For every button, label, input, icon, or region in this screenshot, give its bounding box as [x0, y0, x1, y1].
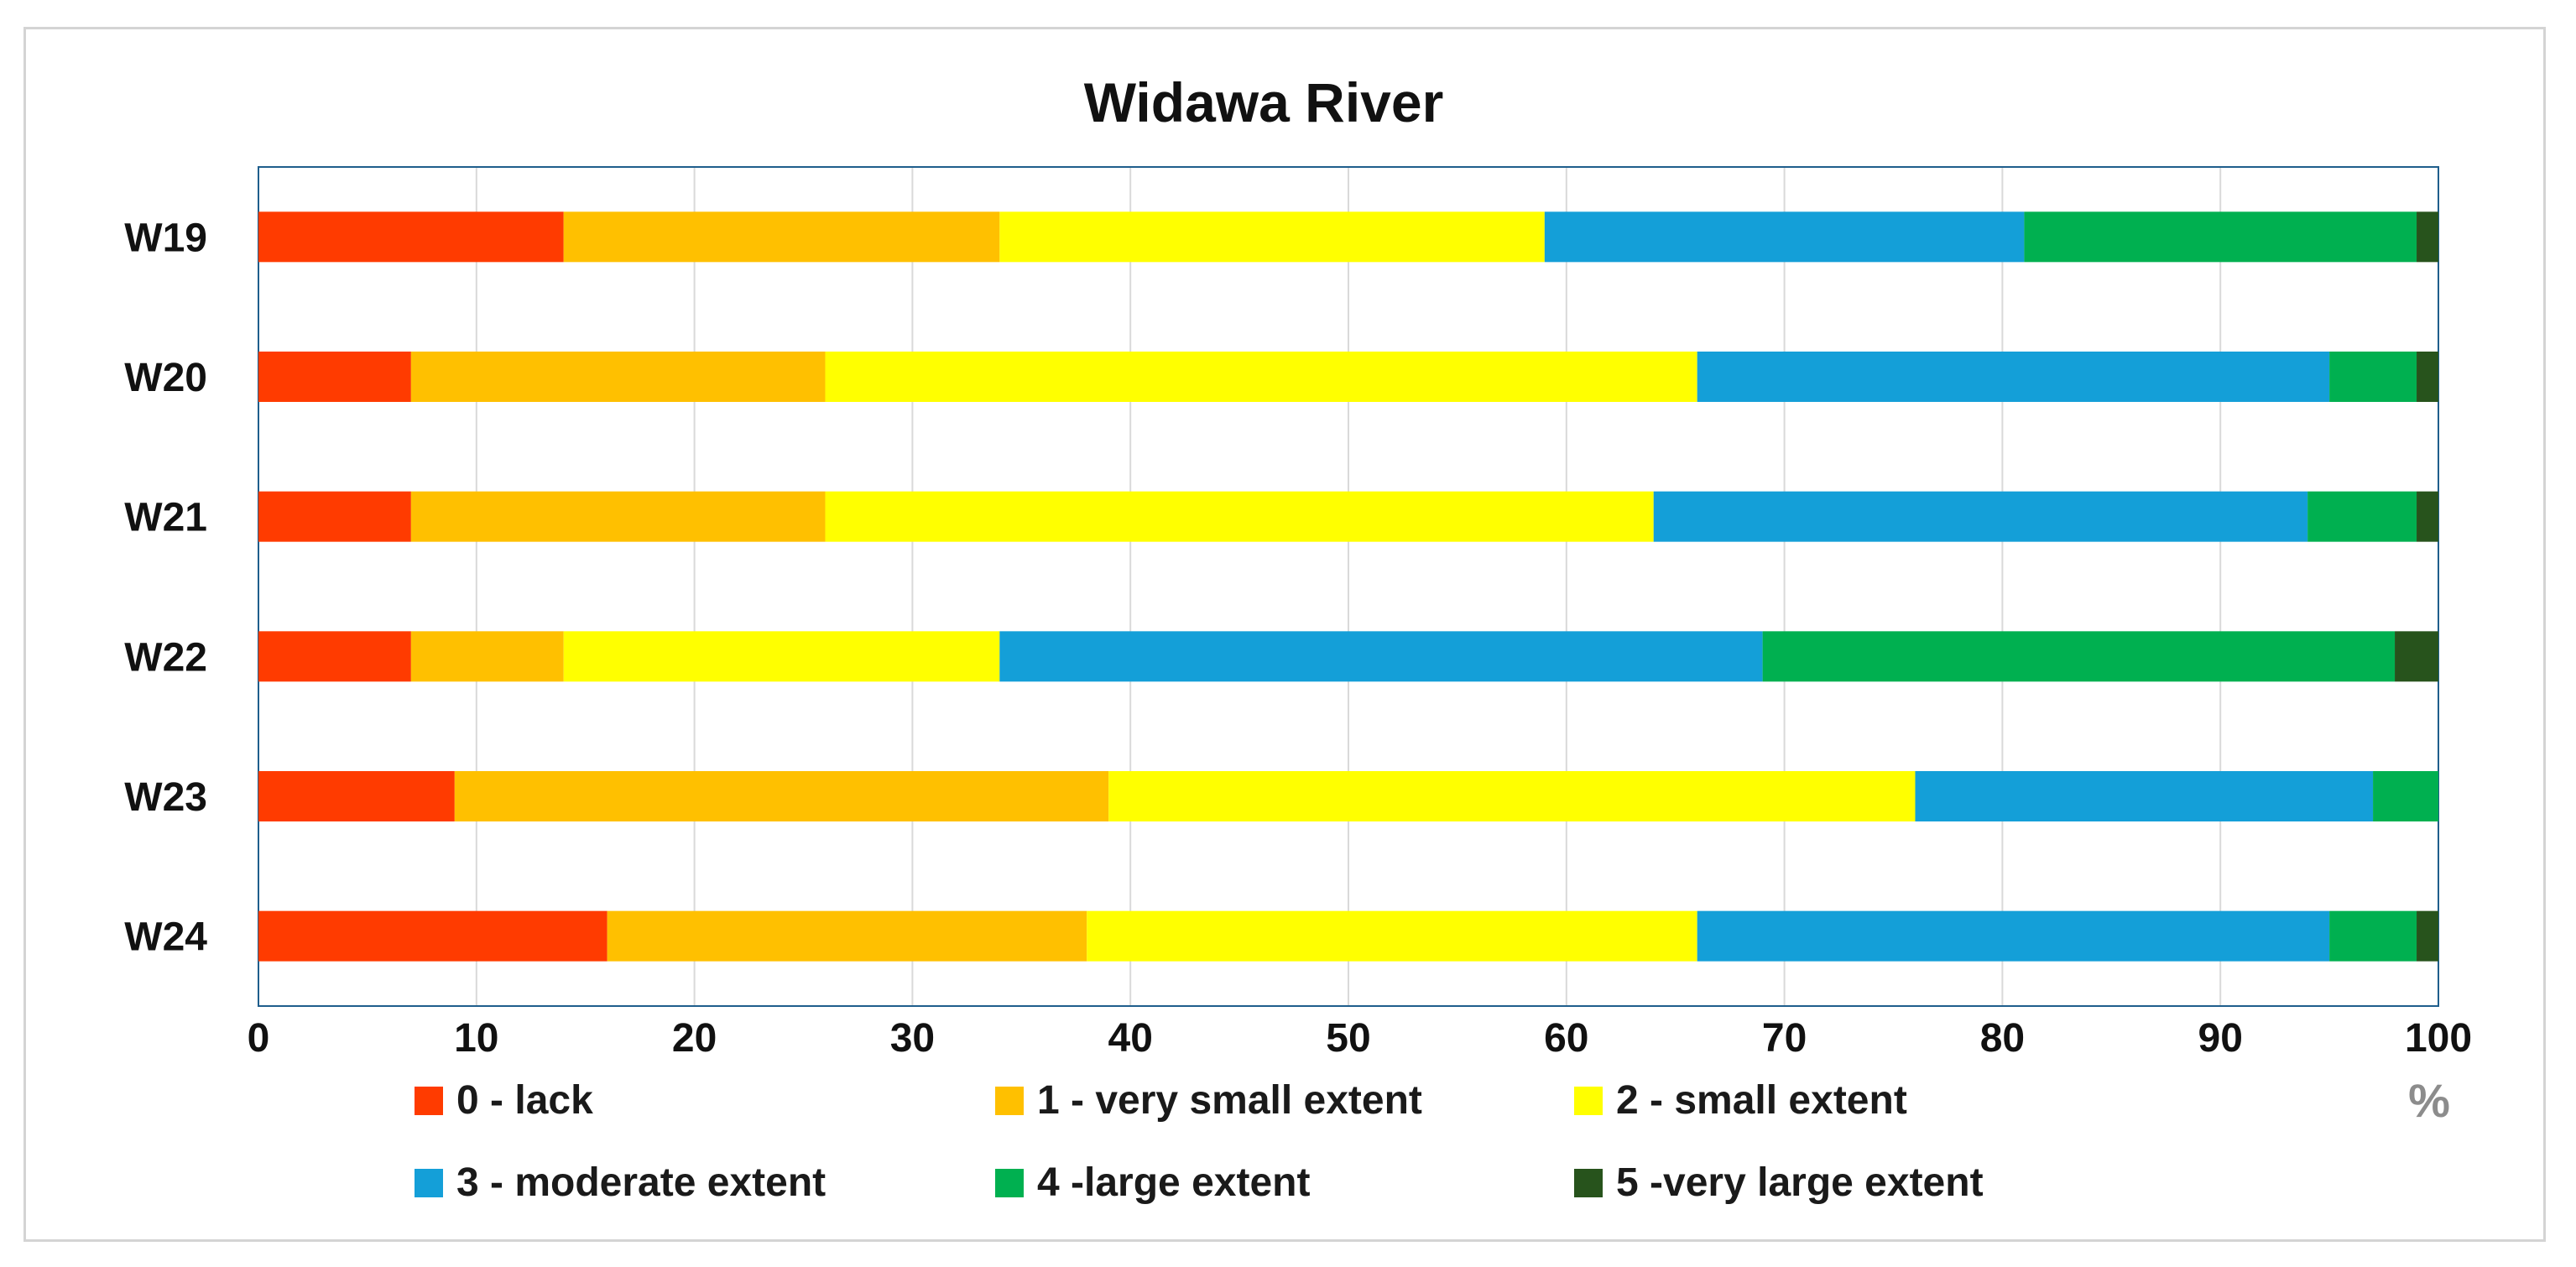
- bar-segment-w19-level-2: [999, 211, 1545, 263]
- x-axis-unit-label: %: [2408, 1074, 2450, 1127]
- bar-segment-w19-level-1: [563, 211, 1000, 263]
- bar-segment-w24-level-5: [2417, 910, 2438, 962]
- bar-segment-w21-level-4: [2307, 491, 2417, 542]
- bar-segment-w21-level-1: [410, 491, 826, 542]
- plot-area: [258, 166, 2439, 1007]
- bar-segment-w20-level-3: [1697, 352, 2330, 402]
- bar-segment-w20-level-4: [2329, 352, 2417, 402]
- bar-segment-w24-level-0: [258, 910, 607, 962]
- bar-segment-w19-level-5: [2417, 211, 2438, 263]
- bar-segment-w20-level-2: [825, 352, 1697, 402]
- bar-segment-w24-level-2: [1087, 910, 1697, 962]
- category-label-w24: W24: [124, 915, 207, 960]
- x-tick-label-100: 100: [2405, 1016, 2472, 1061]
- legend-swatch-5-very-large-extent: [1574, 1168, 1603, 1197]
- bar-segment-w24-level-4: [2329, 910, 2417, 962]
- bar-segment-w22-level-4: [1762, 631, 2396, 682]
- category-label-w20: W20: [124, 356, 207, 400]
- legend-label-0-lack: 0 - lack: [456, 1078, 593, 1123]
- bar-segment-w22-level-3: [999, 631, 1763, 682]
- bar-segment-w20-level-1: [410, 352, 826, 402]
- bar-segment-w23-level-2: [1108, 771, 1916, 821]
- bar-segment-w22-level-2: [563, 631, 1000, 682]
- legend-swatch-2-small-extent: [1574, 1086, 1603, 1115]
- legend-swatch-1-very-small-extent: [995, 1086, 1024, 1115]
- legend-swatch-0-lack: [415, 1086, 443, 1115]
- legend-label-4-large-extent: 4 -large extent: [1037, 1160, 1311, 1205]
- x-tick-label-0: 0: [248, 1016, 270, 1061]
- x-tick-label-80: 80: [1980, 1016, 2025, 1061]
- legend-label-3-moderate-extent: 3 - moderate extent: [456, 1160, 827, 1205]
- bar-segment-w21-level-3: [1653, 491, 2308, 542]
- bar-segment-w20-level-5: [2417, 352, 2438, 402]
- chart-title: Widawa River: [1084, 71, 1444, 133]
- legend-swatch-3-moderate-extent: [415, 1168, 443, 1197]
- legend-item-3-moderate-extent: 3 - moderate extent: [415, 1160, 826, 1206]
- category-label-w19: W19: [124, 216, 207, 260]
- x-tick-label-10: 10: [454, 1016, 498, 1061]
- legend-item-0-lack: 0 - lack: [415, 1077, 593, 1124]
- chart-frame: Widawa River W19 W20 W21 W22 W23 W24 0 10 20 30 4…: [23, 27, 2546, 1242]
- bar-segment-w23-level-1: [454, 771, 1109, 821]
- category-label-w22: W22: [124, 635, 207, 680]
- bar-segment-w24-level-3: [1697, 910, 2330, 962]
- bar-segment-w22-level-5: [2395, 631, 2438, 682]
- bar-segment-w21-level-0: [258, 491, 411, 542]
- x-tick-labels: 0 10 20 30 40 50 60 70 80 90 100: [248, 1016, 2472, 1061]
- bar-segment-w19-level-3: [1544, 211, 2025, 263]
- legend-label-5-very-large-extent: 5 -very large extent: [1616, 1160, 1984, 1205]
- bar-segment-w21-level-5: [2417, 491, 2438, 542]
- legend-item-2-small-extent: 2 - small extent: [1574, 1077, 1907, 1124]
- bar-segment-w19-level-4: [2024, 211, 2417, 263]
- category-label-w21: W21: [124, 496, 207, 540]
- x-tick-label-40: 40: [1108, 1016, 1153, 1061]
- x-tick-label-60: 60: [1544, 1016, 1588, 1061]
- x-tick-label-20: 20: [672, 1016, 717, 1061]
- category-label-w23: W23: [124, 775, 207, 820]
- bar-segment-w19-level-0: [258, 211, 564, 263]
- gridlines: [475, 167, 2222, 1006]
- x-tick-label-30: 30: [890, 1016, 935, 1061]
- legend-item-1-very-small-extent: 1 - very small extent: [995, 1077, 1422, 1124]
- legend-swatch-4-large-extent: [995, 1168, 1024, 1197]
- x-tick-label-50: 50: [1326, 1016, 1370, 1061]
- bar-segment-w21-level-2: [825, 491, 1654, 542]
- legend-item-4-large-extent: 4 -large extent: [995, 1160, 1310, 1206]
- x-tick-label-90: 90: [2198, 1016, 2243, 1061]
- bar-segment-w23-level-3: [1915, 771, 2374, 821]
- x-tick-label-70: 70: [1762, 1016, 1807, 1061]
- bars: [258, 211, 2438, 962]
- legend-item-5-very-large-extent: 5 -very large extent: [1574, 1160, 1984, 1206]
- legend-label-1-very-small-extent: 1 - very small extent: [1037, 1078, 1422, 1123]
- category-labels: W19 W20 W21 W22 W23 W24: [124, 216, 207, 959]
- bar-segment-w22-level-1: [410, 631, 564, 682]
- stacked-bar-chart: Widawa River W19 W20 W21 W22 W23 W24 0 10 20 30 4…: [124, 71, 2472, 1127]
- legend-label-2-small-extent: 2 - small extent: [1616, 1078, 1907, 1123]
- bar-segment-w24-level-1: [607, 910, 1087, 962]
- bar-segment-w23-level-4: [2373, 771, 2438, 821]
- bar-segment-w23-level-0: [258, 771, 455, 821]
- bar-segment-w22-level-0: [258, 631, 411, 682]
- bar-segment-w20-level-0: [258, 352, 411, 402]
